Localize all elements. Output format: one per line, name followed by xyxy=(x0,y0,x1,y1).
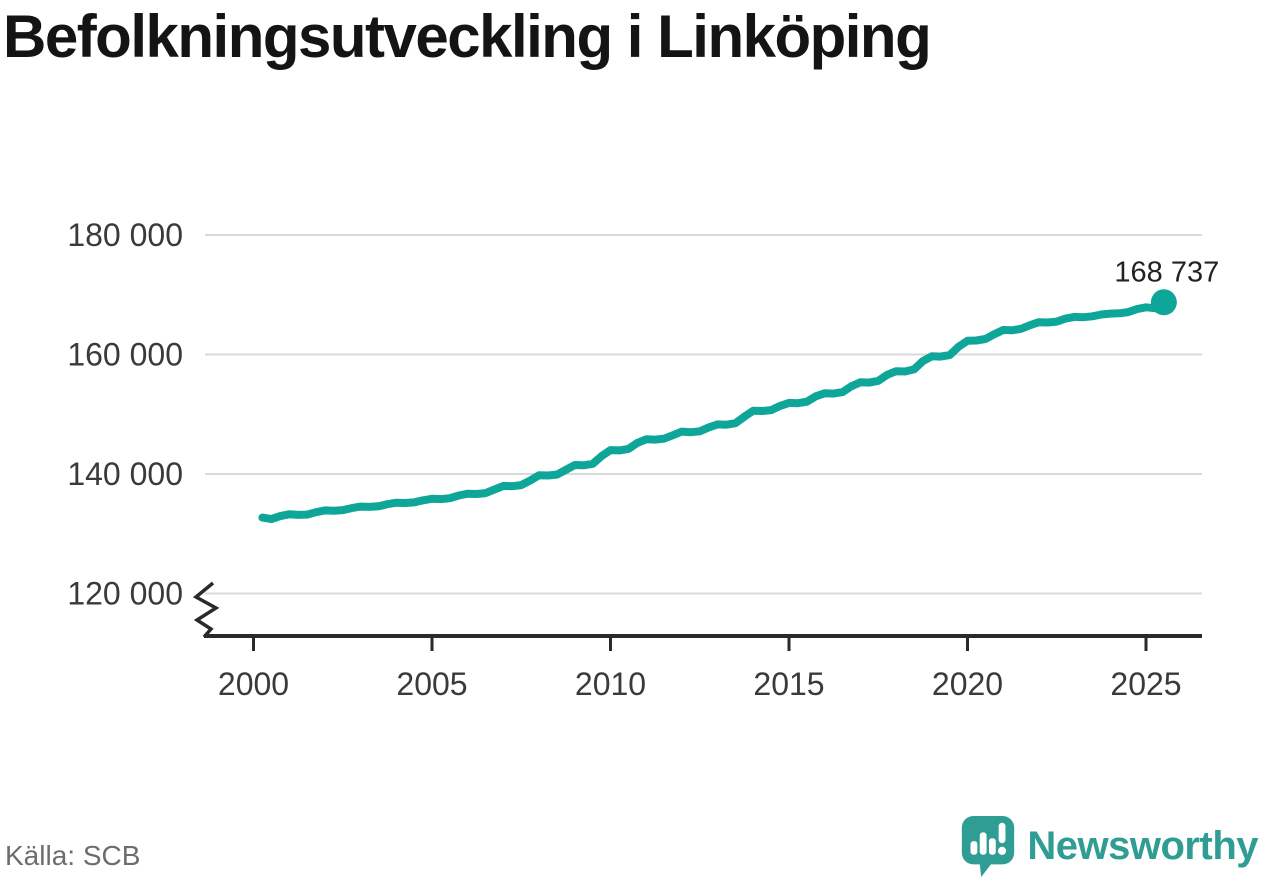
newsworthy-logo: Newsworthy xyxy=(959,814,1258,878)
population-line xyxy=(258,298,1168,524)
y-axis-break-icon xyxy=(192,581,220,639)
population-line-chart: 180 000 160 000 140 000 120 000 2000 2005 2010… xyxy=(67,217,1219,702)
speech-bubble-shape xyxy=(962,815,1015,878)
bar-chart-bar-medium xyxy=(989,838,997,855)
bar-chart-bar-tall xyxy=(980,832,987,855)
y-tick-label: 160 000 xyxy=(67,337,183,373)
x-tick-label: 2020 xyxy=(932,666,1003,702)
x-tick-label: 2025 xyxy=(1110,666,1181,702)
x-tick-label: 2005 xyxy=(396,666,467,702)
newsworthy-logo-icon xyxy=(962,815,1015,878)
chart-title: Befolkningsutveckling i Linköping xyxy=(3,3,932,70)
y-tick-label: 140 000 xyxy=(67,456,183,492)
source-note: Källa: SCB xyxy=(5,840,141,871)
y-tick-label: 180 000 xyxy=(67,217,183,253)
y-tick-label: 120 000 xyxy=(67,576,183,612)
exclamation-bar xyxy=(999,822,1006,844)
x-tick-label: 2010 xyxy=(575,666,646,702)
latest-value-label: 168 737 xyxy=(1114,256,1219,288)
latest-point-marker xyxy=(1150,289,1177,316)
exclamation-dot xyxy=(998,846,1007,855)
bar-chart-bar-short xyxy=(970,841,978,855)
x-tick-label: 2015 xyxy=(753,666,824,702)
x-tick-label: 2000 xyxy=(218,666,289,702)
brand-name: Newsworthy xyxy=(1027,823,1258,868)
